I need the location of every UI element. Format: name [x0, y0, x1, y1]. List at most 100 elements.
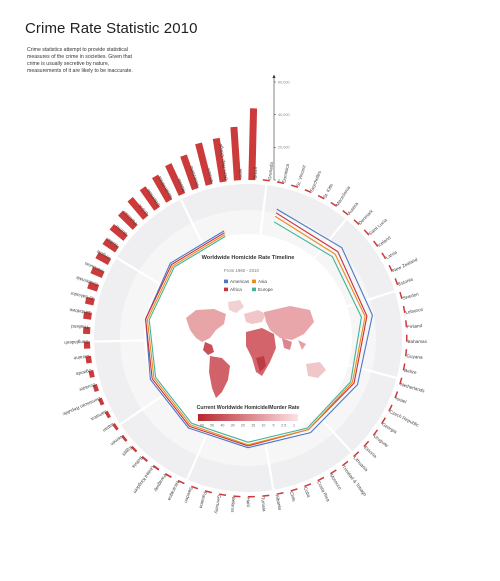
- timeline-line: [146, 215, 366, 446]
- bar-lebanon: [402, 305, 406, 314]
- country-label: Guatemala: [75, 275, 98, 287]
- country-label: Sweden: [402, 291, 420, 300]
- intro-text: Crime statistics attempt to provide stat…: [27, 47, 133, 74]
- country-label: Georgia: [381, 422, 398, 435]
- bar-macedonia: [330, 201, 338, 207]
- country-label: Bangladesh: [64, 339, 89, 345]
- legend-swatch: [224, 287, 228, 292]
- country-label: Sweden: [183, 486, 193, 504]
- bar-dominican-republic: [97, 397, 105, 406]
- legend-label: Africa: [230, 287, 242, 292]
- segment-divider: [92, 339, 145, 343]
- country-label: Latvia: [385, 249, 398, 260]
- bar-netherlands: [399, 377, 403, 385]
- y-axis: 60,000 40,000 20,000 0: [272, 74, 290, 182]
- bar-u-s-a-: [127, 197, 149, 220]
- country-label: Macedonia: [335, 185, 352, 207]
- country-label: Bolivia: [131, 456, 144, 470]
- country-label: Dominican Republic: [61, 396, 101, 417]
- country-label: Uruguay: [373, 434, 390, 449]
- country-label: Zimbabwe: [69, 307, 91, 315]
- segment-divider: [118, 395, 163, 427]
- map-legend-ticks: 60 50 40 30 20 15 10 5 2.5 1: [200, 424, 295, 428]
- bar-belarus: [233, 495, 241, 498]
- bar-jamaica: [104, 410, 111, 419]
- country-label: El Salvador: [69, 291, 93, 301]
- bar-new-zealand: [388, 264, 393, 272]
- country-label: Austria: [347, 201, 360, 216]
- bar-japan: [112, 423, 119, 431]
- bar-russia: [165, 163, 186, 196]
- bar-united-kingdom: [152, 464, 160, 471]
- bar-angola: [95, 252, 112, 265]
- country-label: New Zealand: [392, 257, 419, 274]
- country-label: Cuba: [303, 486, 312, 498]
- bar-egypt: [130, 445, 138, 453]
- country-label: Jamaica: [90, 409, 108, 422]
- country-label: Egypt: [121, 445, 133, 457]
- bar-panama: [204, 490, 213, 494]
- country-label: Dem. Rep. Congo: [218, 143, 229, 181]
- bar-burma: [109, 224, 128, 241]
- bars-group: [82, 108, 408, 498]
- country-label: St. Kitts: [322, 182, 334, 199]
- y-axis-tick-label: 40,000: [278, 113, 290, 117]
- country-label: Nicaragua: [167, 480, 181, 502]
- country-label: Finland: [407, 323, 423, 329]
- bar-st-vincent: [290, 184, 299, 188]
- country-label: Thailand: [71, 324, 89, 330]
- country-label: Denmark: [358, 208, 375, 226]
- country-label: Panama: [198, 491, 207, 509]
- bar-colombia: [139, 186, 160, 211]
- country-label: Haiti: [246, 497, 251, 506]
- bar-morocco: [329, 469, 337, 475]
- country-label: St. Vincent: [295, 164, 306, 187]
- country-label: Seychelles: [309, 169, 322, 192]
- country-label: Russia: [176, 178, 187, 193]
- map-legend-tick: 5: [273, 424, 275, 428]
- country-label: Belarus: [230, 497, 236, 514]
- bar-austria: [342, 210, 349, 216]
- bar-estonia: [394, 278, 399, 286]
- bar-brazil: [248, 108, 258, 181]
- map-legend-tick: 40: [220, 424, 224, 428]
- country-label: Germany: [214, 495, 222, 515]
- timeline-lines: [145, 208, 373, 449]
- segment-divider: [259, 182, 268, 235]
- bar-guatemala: [87, 281, 100, 292]
- country-label: Estonia: [397, 276, 414, 286]
- bar-seychelles: [304, 189, 312, 194]
- bar-nicaragua: [177, 479, 185, 485]
- country-label: Israel: [395, 396, 407, 405]
- segment-divider: [185, 433, 208, 482]
- country-label: Paraguay: [153, 473, 168, 493]
- country-label: Angola: [96, 249, 111, 260]
- bar-venezuela: [180, 154, 199, 191]
- bar-ecuador: [92, 383, 99, 392]
- country-label: Netherlands: [400, 382, 426, 394]
- country-label: Yemen: [109, 434, 123, 447]
- timeline-legend: Americas Asia Africa Europe: [224, 279, 273, 292]
- bar-bahamas: [405, 334, 408, 342]
- bar-georgia: [381, 417, 386, 425]
- country-label: Estonia: [363, 445, 378, 459]
- bar-zimbabwe: [83, 311, 92, 320]
- bar-pakistan: [118, 210, 138, 230]
- bar-costa-rica: [317, 476, 325, 482]
- map-legend-title: Current Worldwide Homicide/Murder Rate: [197, 405, 300, 411]
- bar-czech-republic: [388, 404, 393, 412]
- bar-sweden: [399, 291, 403, 299]
- country-label: Iceland: [377, 235, 392, 248]
- y-axis-arrow-icon: [272, 74, 276, 78]
- bar-guyana: [404, 349, 408, 357]
- bar-dem-rep-congo: [212, 137, 227, 183]
- y-axis-tick-label: 20,000: [278, 146, 290, 150]
- bar-honduras: [90, 266, 105, 279]
- bar-bolivia: [141, 455, 149, 462]
- legend-swatch: [252, 279, 256, 284]
- bar-el-salvador: [84, 296, 95, 306]
- legend-label: Asia: [258, 279, 267, 284]
- world-map: [186, 300, 326, 398]
- timeline-line: [145, 212, 368, 447]
- bar-latvia: [381, 252, 387, 260]
